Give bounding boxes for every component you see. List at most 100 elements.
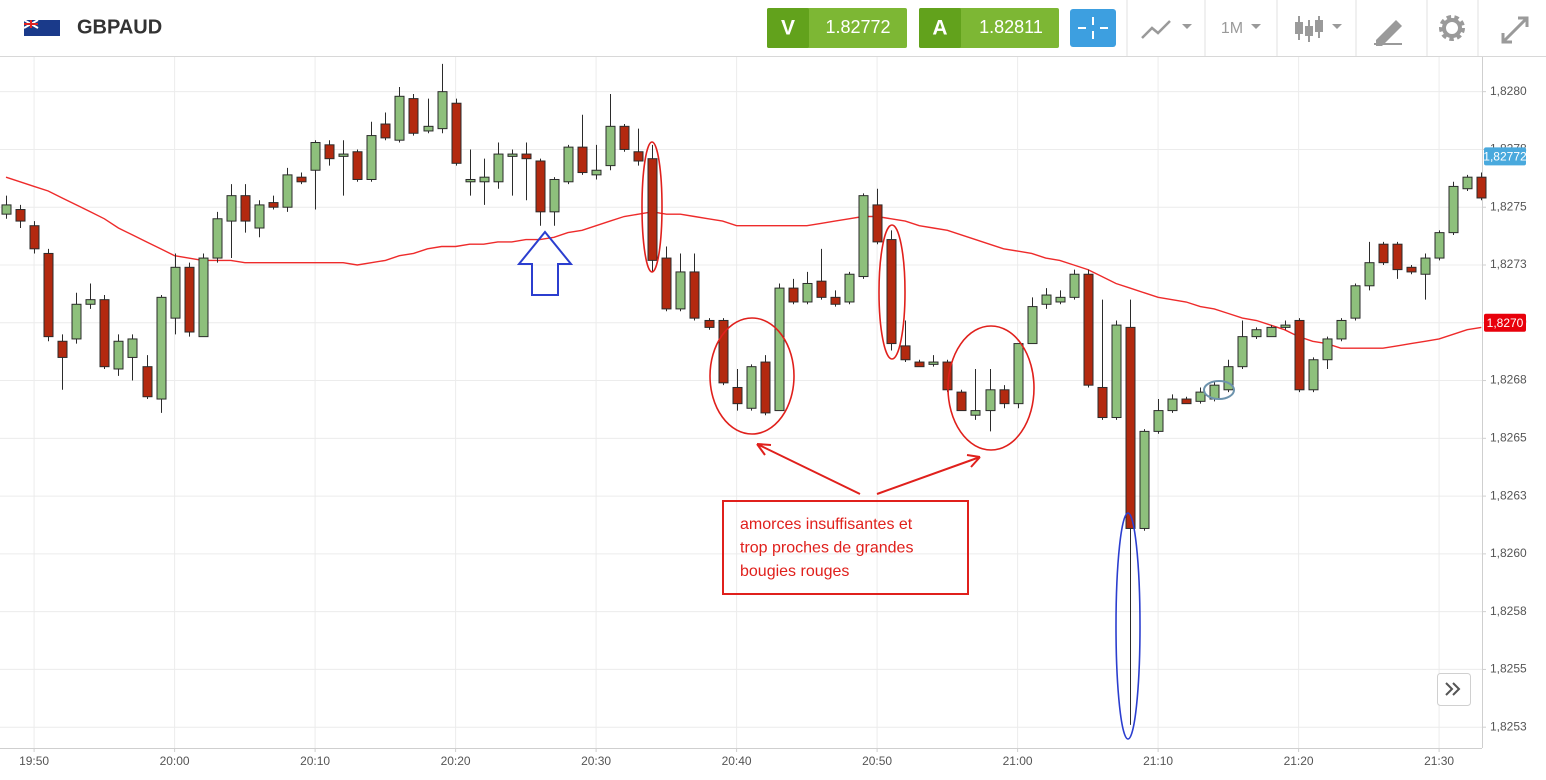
bid-label[interactable]: V [781, 17, 795, 40]
scroll-icon[interactable] [1445, 682, 1461, 696]
candle-body [1125, 326, 1136, 529]
expand-icon[interactable] [1501, 16, 1529, 44]
candle-body [1069, 273, 1080, 298]
candle-body [156, 296, 167, 400]
dropdown-arrow[interactable] [1332, 24, 1342, 29]
candle-body [999, 389, 1010, 405]
candle-body [619, 125, 630, 150]
candle-body [1266, 326, 1277, 338]
ask-button[interactable]: A 1.82811 [919, 8, 1059, 48]
candle-body [268, 202, 279, 208]
candle-body [1041, 294, 1052, 305]
candle-body [310, 142, 321, 171]
ask-label[interactable]: A [932, 17, 947, 40]
x-tick-label: 19:50 [19, 754, 49, 768]
bid-button[interactable]: V 1.82772 [767, 8, 907, 48]
candle-body [99, 299, 110, 368]
candle-body [704, 319, 715, 328]
x-tick-label: 20:40 [722, 754, 752, 768]
candle-body [844, 273, 855, 303]
candle-body [1462, 176, 1473, 190]
chart-type-button[interactable] [1295, 16, 1342, 42]
candle-body [212, 218, 223, 259]
candle-body [816, 280, 827, 298]
ask-price[interactable]: 1.82811 [979, 17, 1043, 37]
candles-icon-body[interactable] [1315, 20, 1323, 32]
crosshair-button[interactable] [1070, 9, 1116, 47]
ask-label-box[interactable] [919, 8, 961, 48]
candle-body [43, 252, 54, 338]
timeframe-button[interactable]: 1M [1221, 20, 1261, 37]
pencil-icon[interactable] [1376, 20, 1402, 46]
candle-body [577, 146, 588, 174]
candle-body [1280, 324, 1291, 328]
timeframe[interactable]: 1M [1221, 20, 1243, 37]
candle-body [914, 361, 925, 368]
dropdown-arrow[interactable] [1182, 24, 1192, 29]
candle-body [15, 209, 26, 222]
x-tick-label: 21:00 [1003, 754, 1033, 768]
price-tag [1484, 313, 1526, 332]
candle-body [549, 178, 560, 213]
candle-body [71, 303, 82, 340]
header: GBPAUD V 1.82772 A 1.82811 [0, 0, 1546, 57]
bid-price[interactable]: 1.82772 [825, 17, 890, 37]
candle-body [521, 153, 532, 160]
candle-body [408, 98, 419, 134]
indicator-icon[interactable] [1141, 20, 1171, 39]
x-tick-label: 20:00 [160, 754, 190, 768]
candle-body [394, 95, 405, 141]
fullscreen-button[interactable] [1501, 16, 1529, 44]
candle-body [1294, 319, 1305, 391]
crosshair-icon[interactable] [1078, 17, 1108, 39]
y-tick-label: 1,8258 [1490, 604, 1527, 618]
candle-body [1336, 319, 1347, 340]
settings-button[interactable] [1439, 15, 1465, 41]
crosshair-box[interactable] [1070, 9, 1116, 47]
candle-body [718, 319, 729, 384]
candle-body [788, 287, 799, 303]
candle-body [282, 174, 293, 208]
candle-body [563, 146, 574, 183]
y-tick-label: 1,8268 [1490, 373, 1527, 387]
candle-body [184, 266, 195, 333]
candle-body [605, 125, 616, 167]
draw-button[interactable] [1374, 20, 1402, 46]
candle-body [830, 296, 841, 305]
indicator-button[interactable] [1141, 20, 1192, 39]
moving-average [5, 176, 1482, 349]
candle-body [774, 287, 785, 412]
y-tick-label: 1,8263 [1490, 488, 1527, 502]
candle-body [352, 151, 363, 180]
bid-label-box[interactable] [767, 8, 809, 48]
candle-body [1083, 273, 1094, 386]
scroll-button[interactable] [1437, 673, 1471, 706]
candle-body [170, 266, 181, 319]
candle-body [760, 361, 771, 414]
candle-body [1448, 185, 1459, 234]
candle-body [675, 271, 686, 310]
scroll-box[interactable] [1437, 673, 1471, 706]
candle-body [324, 144, 335, 160]
gear-ring[interactable] [1442, 18, 1462, 38]
up-arrow [516, 230, 574, 296]
candle-body [1195, 391, 1206, 402]
highlight-ellipse [1115, 512, 1141, 740]
candle-body [296, 176, 307, 183]
symbol: GBPAUD [77, 16, 162, 38]
candle-body [254, 204, 265, 229]
dropdown-arrow[interactable] [1251, 24, 1261, 29]
candle-body [142, 366, 153, 398]
candle-body [1097, 386, 1108, 419]
candle-body [956, 391, 967, 412]
candles-icon-body[interactable] [1305, 26, 1313, 36]
candle-body [1181, 398, 1192, 405]
candle-body [451, 102, 462, 164]
candle-body [746, 366, 757, 409]
candles-icon-body[interactable] [1295, 22, 1303, 34]
highlight-ellipse [1203, 380, 1235, 400]
annotation-box [722, 500, 969, 595]
candle-body [437, 91, 448, 130]
